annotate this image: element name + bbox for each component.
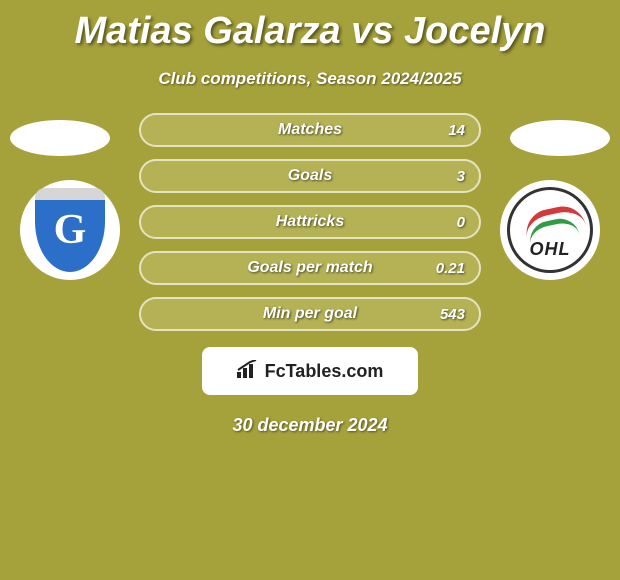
ohl-circle-icon: OHL [507, 187, 593, 273]
stat-row-min-per-goal: Min per goal 543 [139, 297, 481, 331]
club-logo-right: OHL [500, 180, 600, 280]
brand-text: FcTables.com [265, 361, 384, 382]
genk-letter: G [54, 206, 87, 254]
stat-value-right: 14 [448, 115, 465, 145]
player-avatar-right [510, 120, 610, 156]
stat-label: Goals per match [141, 253, 479, 283]
brand-box: FcTables.com [202, 347, 418, 395]
page-subtitle: Club competitions, Season 2024/2025 [0, 69, 620, 89]
stat-label: Hattricks [141, 207, 479, 237]
page-title: Matias Galarza vs Jocelyn [0, 0, 620, 53]
stat-row-goals-per-match: Goals per match 0.21 [139, 251, 481, 285]
club-logo-left: G [20, 180, 120, 280]
stat-row-goals: Goals 3 [139, 159, 481, 193]
stat-value-right: 3 [457, 161, 465, 191]
genk-shield-icon: G [35, 188, 105, 272]
stat-label: Min per goal [141, 299, 479, 329]
stat-value-right: 0.21 [436, 253, 465, 283]
stat-value-right: 543 [440, 299, 465, 329]
ohl-text: OHL [530, 239, 571, 260]
stat-row-matches: Matches 14 [139, 113, 481, 147]
stat-label: Goals [141, 161, 479, 191]
player-avatar-left [10, 120, 110, 156]
chart-icon [237, 360, 259, 383]
stats-container: Matches 14 Goals 3 Hattricks 0 Goals per… [139, 113, 481, 331]
stat-value-right: 0 [457, 207, 465, 237]
stat-row-hattricks: Hattricks 0 [139, 205, 481, 239]
stat-label: Matches [141, 115, 479, 145]
footer-date: 30 december 2024 [0, 415, 620, 436]
